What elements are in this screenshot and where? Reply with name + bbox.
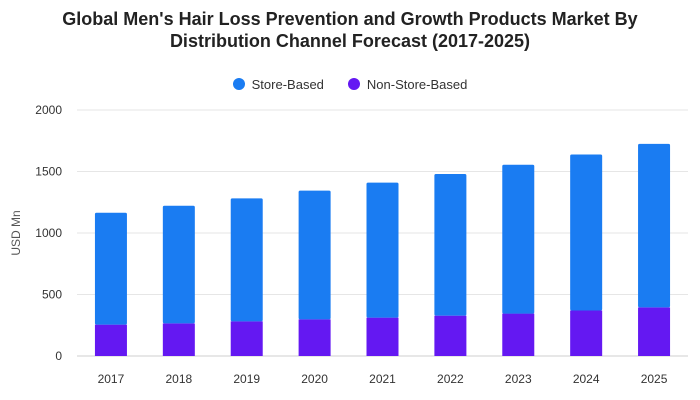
- legend-label-non-store-based: Non-Store-Based: [366, 76, 468, 92]
- y-tick-label: 500: [42, 288, 62, 302]
- y-tick-label: 0: [55, 349, 62, 363]
- bar-non-store-based-2022[interactable]: [434, 315, 467, 356]
- legend-item-store-based[interactable]: Store-Based: [232, 76, 324, 92]
- bar-store-based-2020[interactable]: [298, 190, 331, 320]
- chart-title: Global Men's Hair Loss Prevention and Gr…: [62, 9, 638, 51]
- bar-non-store-based-2024[interactable]: [570, 310, 603, 356]
- bar-store-based-2017[interactable]: [94, 212, 127, 325]
- bar-store-based-2018[interactable]: [162, 205, 195, 324]
- bar-store-based-2021[interactable]: [366, 182, 399, 318]
- y-axis-title: USD Mn: [9, 210, 23, 255]
- x-tick-label: 2023: [505, 372, 532, 386]
- bar-non-store-based-2021[interactable]: [366, 317, 399, 356]
- bar-store-based-2024[interactable]: [570, 154, 603, 311]
- bar-non-store-based-2018[interactable]: [162, 323, 195, 356]
- bar-store-based-2022[interactable]: [434, 173, 467, 316]
- bar-non-store-based-2019[interactable]: [230, 321, 263, 356]
- bar-store-based-2025[interactable]: [638, 143, 671, 308]
- bar-non-store-based-2023[interactable]: [502, 313, 535, 356]
- legend-swatch-non-store-based: [347, 78, 360, 90]
- chart-legend: Store-Based Non-Store-Based: [0, 75, 700, 93]
- legend-item-non-store-based[interactable]: Non-Store-Based: [347, 76, 468, 92]
- bar-non-store-based-2017[interactable]: [94, 324, 127, 356]
- bar-non-store-based-2020[interactable]: [298, 319, 331, 356]
- x-tick-label: 2025: [641, 372, 668, 386]
- x-tick-label: 2017: [98, 372, 125, 386]
- legend-label-store-based: Store-Based: [251, 76, 324, 92]
- x-tick-label: 2022: [437, 372, 464, 386]
- y-tick-label: 1000: [35, 226, 62, 240]
- x-tick-label: 2024: [573, 372, 600, 386]
- legend-swatch-store-based: [232, 78, 245, 90]
- bar-non-store-based-2025[interactable]: [638, 307, 671, 356]
- y-tick-label: 2000: [35, 103, 62, 117]
- x-tick-label: 2021: [369, 372, 396, 386]
- y-tick-label: 1500: [35, 165, 62, 179]
- x-tick-label: 2018: [165, 372, 192, 386]
- x-tick-label: 2019: [233, 372, 260, 386]
- bar-store-based-2023[interactable]: [502, 164, 535, 314]
- x-tick-label: 2020: [301, 372, 328, 386]
- bar-store-based-2019[interactable]: [230, 198, 263, 322]
